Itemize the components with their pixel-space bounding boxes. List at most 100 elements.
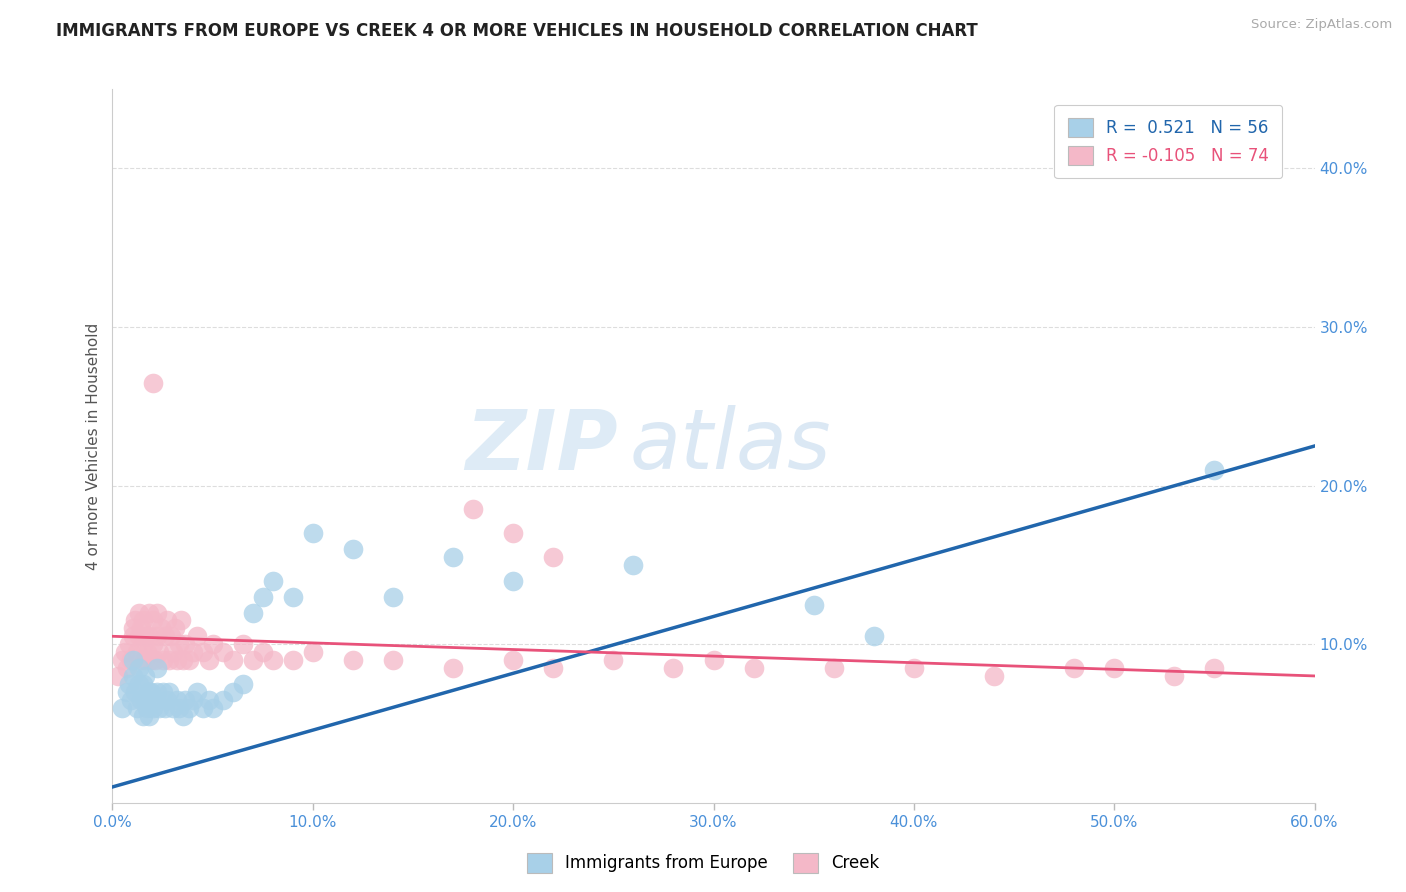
Point (134, 653, 156, 667)
Point (262, 653, 284, 667)
Point (120, 653, 142, 667)
Point (157, 685, 180, 699)
Point (1204, 661, 1226, 675)
Point (138, 708, 160, 723)
Y-axis label: 4 or more Vehicles in Household: 4 or more Vehicles in Household (86, 322, 101, 570)
Point (162, 645, 184, 659)
Point (983, 669, 1005, 683)
Point (186, 629, 208, 643)
Text: atlas: atlas (630, 406, 831, 486)
Point (382, 590, 405, 604)
Point (135, 700, 157, 714)
Point (134, 669, 156, 683)
Text: IMMIGRANTS FROM EUROPE VS CREEK 4 OR MORE VEHICLES IN HOUSEHOLD CORRELATION CHAR: IMMIGRANTS FROM EUROPE VS CREEK 4 OR MOR… (56, 22, 979, 40)
Point (177, 653, 200, 667)
Point (222, 685, 245, 699)
Point (145, 685, 167, 699)
Point (342, 542, 364, 557)
Point (502, 526, 524, 541)
Point (163, 621, 186, 635)
Point (262, 574, 284, 588)
Point (191, 645, 214, 659)
Point (153, 700, 176, 714)
Point (242, 653, 264, 667)
Point (502, 574, 524, 588)
Point (803, 598, 825, 612)
Point (134, 629, 156, 643)
Point (139, 653, 162, 667)
Point (742, 661, 765, 675)
Point (157, 653, 180, 667)
Point (131, 708, 153, 723)
Point (1163, 669, 1185, 683)
Point (159, 629, 181, 643)
Text: Source: ZipAtlas.com: Source: ZipAtlas.com (1251, 18, 1392, 31)
Point (131, 677, 153, 691)
Point (252, 590, 274, 604)
Point (167, 700, 190, 714)
Point (138, 629, 160, 643)
Point (1063, 661, 1085, 675)
Point (441, 549, 464, 564)
Point (141, 637, 163, 651)
Point (197, 653, 219, 667)
Point (281, 590, 304, 604)
Point (903, 661, 925, 675)
Point (382, 653, 405, 667)
Point (181, 692, 204, 706)
Point (155, 614, 177, 628)
Point (107, 669, 129, 683)
Point (191, 700, 214, 714)
Point (152, 685, 174, 699)
Point (114, 645, 136, 659)
Point (201, 700, 224, 714)
Point (232, 677, 254, 691)
Point (149, 621, 172, 635)
Point (166, 692, 188, 706)
Point (242, 606, 264, 620)
Point (128, 677, 150, 691)
Point (131, 637, 153, 651)
Point (121, 653, 143, 667)
Point (139, 685, 162, 699)
Point (186, 685, 208, 699)
Point (129, 621, 152, 635)
Point (141, 614, 163, 628)
Point (502, 653, 524, 667)
Point (461, 502, 484, 516)
Point (121, 621, 143, 635)
Point (302, 526, 325, 541)
Point (124, 685, 146, 699)
Point (111, 653, 134, 667)
Point (702, 653, 725, 667)
Point (111, 700, 134, 714)
Point (167, 637, 190, 651)
Point (138, 685, 160, 699)
Point (1243, 145, 1265, 160)
Point (342, 653, 364, 667)
Point (302, 645, 325, 659)
Point (141, 376, 163, 390)
Point (602, 653, 624, 667)
Point (128, 606, 150, 620)
Point (155, 692, 177, 706)
Point (121, 629, 143, 643)
Point (621, 558, 644, 572)
Point (252, 645, 274, 659)
Point (138, 606, 160, 620)
Point (211, 645, 233, 659)
Point (173, 637, 195, 651)
Text: ZIP: ZIP (465, 406, 617, 486)
Point (143, 653, 166, 667)
Point (177, 700, 200, 714)
Point (124, 614, 146, 628)
Point (135, 645, 157, 659)
Point (201, 637, 224, 651)
Point (117, 637, 139, 651)
Point (1102, 661, 1125, 675)
Point (441, 661, 464, 675)
Point (173, 692, 195, 706)
Point (121, 669, 143, 683)
Point (141, 700, 163, 714)
Point (115, 685, 138, 699)
